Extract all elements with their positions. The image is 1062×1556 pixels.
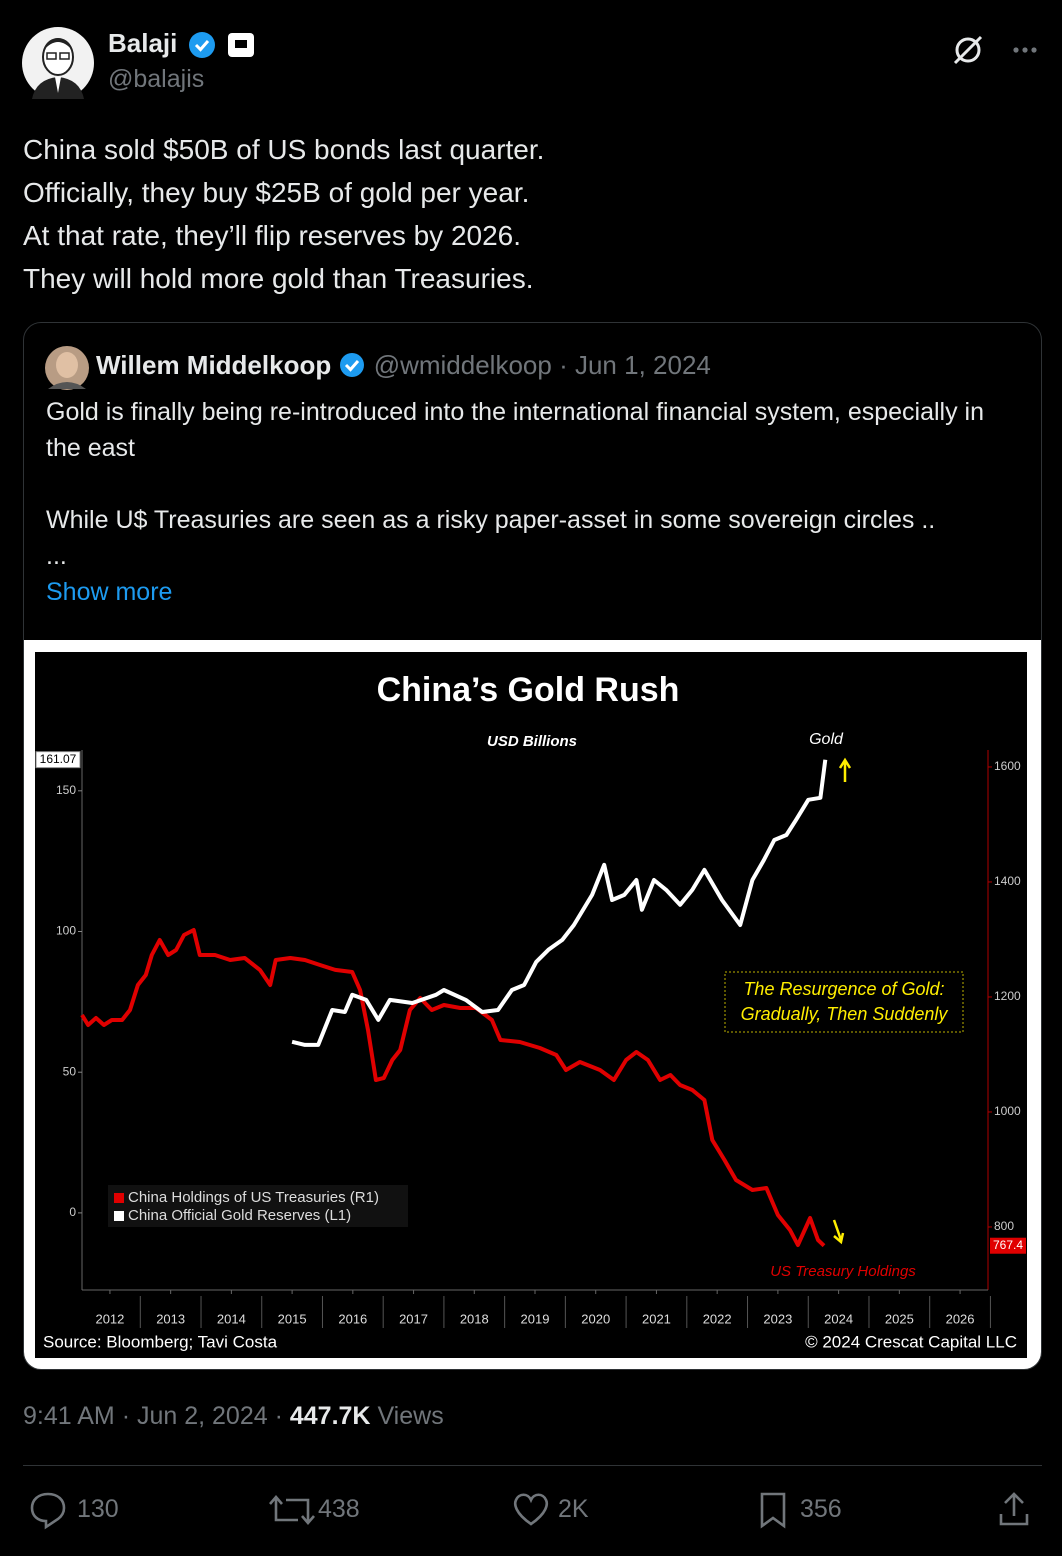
x-tick-label: 2012 (95, 1311, 124, 1326)
y-tick-label: 150 (56, 783, 76, 797)
like-icon[interactable] (513, 1493, 549, 1526)
separator: · (274, 1402, 283, 1430)
x-tick-label: 2014 (217, 1311, 246, 1326)
bookmark-count[interactable]: 356 (800, 1495, 842, 1523)
action-icons (30, 1492, 1029, 1530)
quote-avatar (45, 346, 89, 390)
verified-badge (340, 353, 365, 377)
legend-label: China Holdings of US Treasuries (R1) (128, 1189, 379, 1206)
y-last-box (35, 751, 81, 769)
x-tick-label: 2023 (763, 1311, 792, 1326)
quote-para: While U$ Treasuries are seen as a risky … (46, 506, 936, 534)
chart-subtitle: USD Billions (487, 733, 577, 750)
x-tick-label: 2019 (521, 1311, 550, 1326)
quote-para: Gold is finally being re-introduced into… (46, 398, 985, 462)
author-handle[interactable]: @balajis (108, 65, 205, 93)
y2-tick-label: 1200 (994, 989, 1021, 1003)
x-tick-label: 2013 (156, 1311, 185, 1326)
tweet-line: They will hold more gold than Treasuries… (23, 263, 534, 294)
repost-icon[interactable] (269, 1495, 315, 1525)
y2-last-label: 767.4 (993, 1238, 1023, 1252)
quote-author[interactable]: Willem Middelkoop (96, 350, 332, 380)
tweet-date: Jun 2, 2024 (136, 1402, 268, 1430)
x-tick-label: 2024 (824, 1311, 853, 1326)
tweet-meta: 9:41 AM · Jun 2, 2024 · 447.7K Views (23, 1402, 444, 1431)
tweet-text: China sold $50B of US bonds last quarter… (23, 128, 544, 300)
top-icons[interactable] (950, 32, 1050, 68)
y-tick-label: 50 (63, 1064, 77, 1078)
bookmark-icon[interactable] (760, 1492, 786, 1529)
x-tick-label: 2021 (642, 1311, 671, 1326)
reply-icon[interactable] (30, 1492, 66, 1530)
author-name[interactable]: Balaji (108, 28, 178, 58)
callout-line: The Resurgence of Gold: (743, 979, 944, 999)
y-tick-label: 0 (69, 1205, 76, 1219)
y2-tick-label: 800 (994, 1219, 1014, 1233)
x-tick-label: 2020 (581, 1311, 610, 1326)
quote-date: Jun 1, 2024 (574, 350, 711, 380)
y2-last-box (990, 1237, 1026, 1254)
gold-label: Gold (809, 731, 844, 748)
x-tick-label: 2018 (460, 1311, 489, 1326)
chart: China’s Gold Rush USD Billions 0 50 100 150 80… (24, 640, 1041, 1369)
treasury-label: US Treasury Holdings (770, 1263, 916, 1280)
series-line (80, 928, 826, 1248)
y-last-label: 161.07 (40, 752, 77, 766)
callout-line: Gradually, Then Suddenly (741, 1004, 949, 1024)
x-tick-label: 2017 (399, 1311, 428, 1326)
legend-swatch (114, 1211, 124, 1221)
quote-handle: @wmiddelkoop (373, 350, 552, 380)
divider (23, 1465, 1042, 1466)
tweet-line: At that rate, they’ll flip reserves by 2… (23, 220, 522, 251)
separator: · (121, 1402, 131, 1430)
x-tick-label: 2022 (703, 1311, 732, 1326)
tweet-line: Officially, they buy $25B of gold per ye… (23, 177, 530, 208)
author-avatar[interactable] (22, 27, 94, 99)
chart-copyright: © 2024 Crescat Capital LLC (805, 1332, 1017, 1351)
quote-ellipsis: ... (46, 542, 67, 570)
y2-tick-label: 1600 (994, 759, 1021, 773)
views-count: 447.7K (289, 1402, 371, 1430)
separator: · (559, 350, 568, 380)
x-tick-label: 2015 (278, 1311, 307, 1326)
reply-count[interactable]: 130 (77, 1495, 119, 1523)
y-tick-label: 100 (56, 924, 76, 938)
series-line (291, 759, 828, 1047)
callout-box (724, 971, 964, 1033)
legend-swatch (114, 1193, 124, 1203)
legend-box (108, 1185, 408, 1227)
y2-tick-label: 1000 (994, 1104, 1021, 1118)
chart-source: Source: Bloomberg; Tavi Costa (43, 1332, 278, 1351)
tweet-time: 9:41 AM (23, 1402, 115, 1430)
show-more[interactable]: Show more (46, 578, 173, 606)
up-arrow (838, 757, 852, 782)
quote-header: Willem Middelkoop @wmiddelkoop · Jun 1, … (96, 350, 711, 381)
x-tick-label: 2016 (338, 1311, 367, 1326)
down-arrow (832, 1219, 845, 1245)
x-tick-label: 2026 (946, 1311, 975, 1326)
share-icon[interactable] (999, 1492, 1029, 1526)
tweet-line: China sold $50B of US bonds last quarter… (23, 134, 545, 165)
x-tick-label: 2025 (885, 1311, 914, 1326)
legend-label: China Official Gold Reserves (L1) (128, 1207, 351, 1224)
like-count[interactable]: 2K (558, 1495, 589, 1523)
quote-card[interactable]: Willem Middelkoop @wmiddelkoop · Jun 1, … (23, 322, 1042, 1370)
badges (189, 32, 254, 58)
views-label: Views (377, 1402, 444, 1430)
chart-title: China’s Gold Rush (377, 671, 680, 709)
y2-tick-label: 1400 (994, 874, 1021, 888)
repost-count[interactable]: 438 (318, 1495, 360, 1523)
